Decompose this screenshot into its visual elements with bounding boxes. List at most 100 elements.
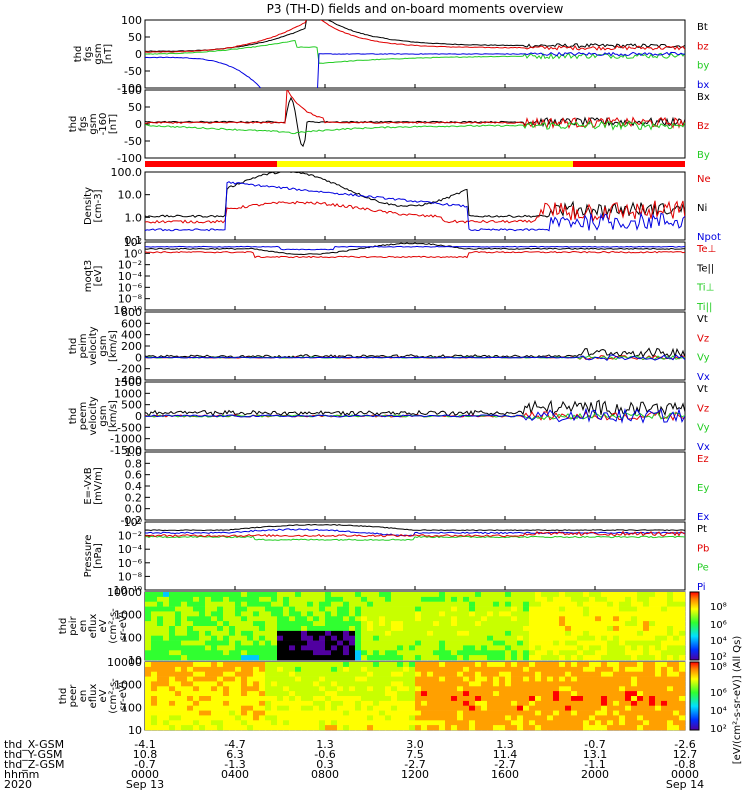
spectrogram-cell	[379, 696, 386, 702]
spectrogram-cell	[673, 630, 680, 637]
spectrogram-cell	[415, 601, 422, 607]
spectrogram-cell	[331, 671, 338, 677]
spectrogram-cell	[601, 671, 608, 677]
spectrogram-cell	[421, 671, 428, 677]
spectrogram-cell	[175, 596, 182, 603]
spectrogram-cell	[235, 645, 242, 651]
spectrogram-cell	[619, 710, 626, 716]
spectrogram-cell	[595, 606, 602, 612]
spectrogram-cell	[337, 655, 344, 661]
spectrogram-cell	[517, 621, 524, 627]
spectrogram-cell	[535, 666, 542, 673]
spectrogram-cell	[661, 645, 668, 651]
spectrogram-cell	[625, 720, 632, 726]
spectrogram-cell	[445, 676, 452, 682]
spectrogram-cell	[589, 686, 596, 692]
spectrogram-cell	[235, 601, 242, 607]
spectrogram-cell	[277, 691, 284, 697]
spectrogram-cell	[427, 630, 434, 637]
spectrogram-cell	[271, 655, 278, 661]
spectrogram-cell	[319, 621, 326, 627]
spectrogram-cell	[145, 596, 152, 603]
spectrogram-cell	[601, 650, 608, 656]
spectrogram-cell	[673, 691, 680, 697]
spectrogram-cell	[595, 592, 602, 598]
spectrogram-cell	[433, 725, 440, 731]
spectrogram-cell	[289, 630, 296, 637]
spectrogram-cell	[211, 601, 218, 607]
spectrogram-cell	[475, 601, 482, 607]
spectrogram-cell	[223, 606, 230, 612]
spectrogram-cell	[355, 725, 362, 731]
spectrogram-cell	[373, 611, 380, 617]
spectrogram-cell	[679, 666, 686, 673]
spectrogram-cell	[487, 611, 494, 617]
spectrogram-cell	[307, 635, 314, 641]
spectrogram-cell	[601, 626, 608, 632]
spectrogram-cell	[391, 626, 398, 632]
spectrogram-cell	[565, 681, 572, 687]
spectrogram-cell	[493, 635, 500, 641]
spectrogram-cell	[223, 681, 230, 687]
spectrogram-cell	[589, 705, 596, 711]
spectrogram-cell	[475, 720, 482, 726]
ephemeris-value: 2000	[581, 768, 609, 781]
spectrogram-cell	[349, 655, 356, 661]
spectrogram-cell	[241, 635, 248, 641]
spectrogram-cell	[547, 592, 554, 598]
spectrogram-cell	[451, 606, 458, 612]
spectrogram-cell	[355, 720, 362, 726]
spectrogram-cell	[301, 630, 308, 637]
spectrogram-cell	[307, 626, 314, 632]
spectrogram-cell	[223, 720, 230, 726]
spectrogram-cell	[499, 592, 506, 598]
spectrogram-cell	[271, 640, 278, 646]
spectrogram-cell	[433, 686, 440, 692]
spectrogram-cell	[385, 662, 392, 668]
spectrogram-cell	[673, 655, 680, 661]
spectrogram-cell	[391, 662, 398, 668]
spectrogram-cell	[427, 710, 434, 716]
spectrogram-cell	[193, 676, 200, 682]
spectrogram-cell	[643, 650, 650, 656]
spectrogram-cell	[475, 626, 482, 632]
spectrogram-cell	[361, 700, 368, 707]
spectrogram-cell	[205, 662, 212, 668]
spectrogram-cell	[193, 635, 200, 641]
spectrogram-cell	[199, 635, 206, 641]
spectrogram-cell	[439, 710, 446, 716]
spectrogram-cell	[277, 601, 284, 607]
spectrogram-cell	[325, 720, 332, 726]
spectrogram-cell	[313, 715, 320, 721]
spectrogram-cell	[289, 705, 296, 711]
spectrogram-cell	[529, 725, 536, 731]
spectrogram-cell	[415, 681, 422, 687]
spectrogram-cell	[157, 700, 164, 707]
spectrogram-cell	[235, 655, 242, 661]
spectrogram-cell	[667, 611, 674, 617]
spectrogram-cell	[277, 630, 284, 637]
spectrogram-cell	[253, 720, 260, 726]
spectrogram-cell	[403, 592, 410, 598]
spectrogram-cell	[211, 655, 218, 661]
spectrogram-cell	[229, 640, 236, 646]
spectrogram-cell	[517, 676, 524, 682]
spectrogram-cell	[457, 676, 464, 682]
spectrogram-cell	[187, 601, 194, 607]
ephemeris-value: 12.7	[673, 748, 698, 761]
spectrogram-cell	[235, 630, 242, 637]
spectrogram-cell	[277, 662, 284, 668]
spectrogram-cell	[169, 650, 176, 656]
spectrogram-cell	[157, 621, 164, 627]
spectrogram-cell	[301, 601, 308, 607]
spectrogram-cell	[235, 626, 242, 632]
spectrogram-cell	[643, 635, 650, 641]
spectrogram-cell	[151, 650, 158, 656]
spectrogram-cell	[307, 705, 314, 711]
spectrogram-cell	[295, 650, 302, 656]
spectrogram-cell	[487, 640, 494, 646]
spectrogram-cell	[403, 650, 410, 656]
spectrogram-cell	[343, 662, 350, 668]
spectrogram-cell	[331, 655, 338, 661]
spectrogram-cell	[547, 720, 554, 726]
